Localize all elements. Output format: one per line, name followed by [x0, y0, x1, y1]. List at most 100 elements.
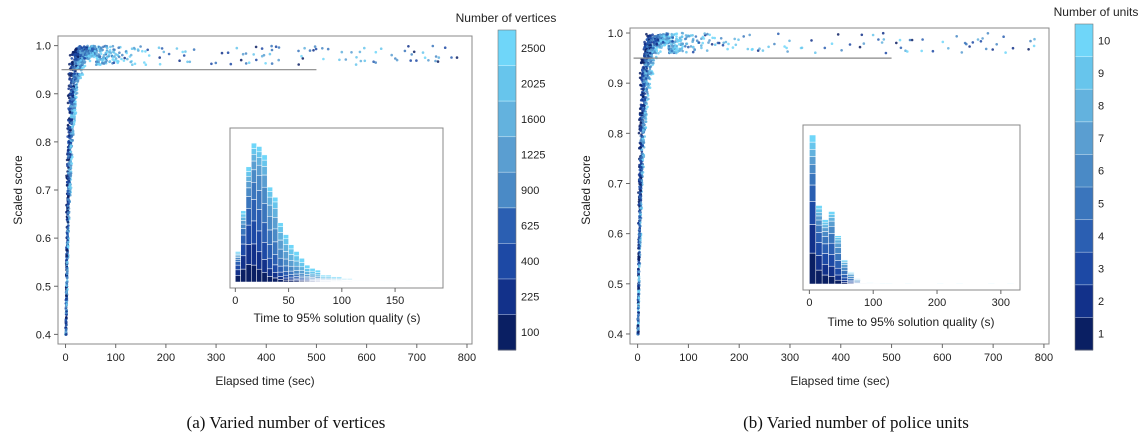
- histogram-bar-segment: [841, 264, 848, 268]
- scatter-point: [638, 117, 642, 120]
- scatter-point: [72, 112, 76, 116]
- colorbar-segment: [1075, 121, 1093, 155]
- scatter-point: [66, 276, 69, 279]
- scatter-point: [638, 194, 642, 197]
- histogram-bar-segment: [304, 271, 311, 275]
- scatter-point: [649, 71, 653, 75]
- scatter-point: [651, 61, 654, 65]
- scatter-point: [637, 270, 641, 274]
- scatter-point: [748, 33, 751, 37]
- x-tick-label: 400: [832, 352, 850, 364]
- scatter-point: [427, 59, 430, 62]
- scatter-point: [78, 45, 81, 48]
- scatter-point: [649, 48, 653, 51]
- scatter-point: [303, 46, 306, 50]
- scatter-point: [1032, 44, 1036, 48]
- scatter-point: [70, 162, 74, 165]
- scatter-point: [955, 35, 958, 38]
- scatter-point: [641, 107, 645, 111]
- scatter-point: [713, 43, 717, 46]
- scatter-point: [639, 238, 642, 242]
- histogram-bar-segment: [235, 257, 241, 260]
- scatter-point: [647, 77, 651, 80]
- histogram-bar-segment: [272, 241, 279, 255]
- scatter-point: [881, 31, 885, 35]
- panel-b-inset-xlabel: Time to 95% solution quality (s): [828, 315, 995, 329]
- scatter-point: [68, 183, 72, 186]
- x-tick-label: 600: [357, 352, 375, 364]
- scatter-point: [642, 66, 646, 70]
- scatter-point: [66, 226, 70, 230]
- scatter-point: [681, 45, 684, 48]
- histogram-bar-segment: [304, 274, 311, 277]
- panel-b-colorbar: Number of units 1 2 3 4 5 6 7 8 9 10: [1054, 5, 1138, 351]
- scatter-point: [649, 65, 652, 69]
- scatter-point: [644, 74, 648, 77]
- scatter-point: [65, 232, 69, 235]
- scatter-point: [722, 41, 725, 45]
- scatter-point: [69, 145, 73, 148]
- scatter-point: [125, 51, 128, 55]
- scatter-point: [719, 37, 723, 40]
- scatter-point: [691, 50, 695, 54]
- panel-b-caption: (b) Varied number of police units: [743, 413, 969, 432]
- scatter-point: [68, 101, 72, 104]
- scatter-point: [143, 61, 146, 64]
- scatter-point: [69, 105, 73, 108]
- scatter-point: [1033, 37, 1036, 41]
- x-tick-label: 700: [984, 352, 1002, 364]
- scatter-point: [162, 50, 166, 54]
- histogram-bar-segment: [298, 273, 305, 277]
- scatter-point: [184, 50, 187, 53]
- scatter-point: [667, 40, 670, 43]
- histogram-bar-segment: [251, 182, 257, 200]
- inset-x-tick-label: 200: [928, 297, 946, 309]
- histogram-bar-segment: [828, 217, 836, 222]
- scatter-point: [639, 162, 643, 165]
- scatter-point: [67, 176, 70, 179]
- panel-a: 0 100 200 300 400 500 600 700 800 0.40.50.60.70.…: [11, 11, 556, 432]
- histogram-bar-segment: [267, 204, 273, 217]
- histogram-bar-segment: [834, 279, 842, 285]
- scatter-point: [117, 55, 121, 59]
- scatter-point: [640, 167, 644, 171]
- scatter-point: [667, 35, 670, 38]
- panel-b-inset-bars: [809, 134, 1014, 285]
- histogram-bar-segment: [815, 242, 823, 256]
- scatter-point: [963, 41, 967, 45]
- scatter-point: [733, 37, 736, 41]
- scatter-point: [101, 58, 105, 62]
- scatter-point: [651, 36, 654, 39]
- scatter-point: [117, 46, 120, 49]
- scatter-point: [74, 84, 78, 88]
- scatter-point: [639, 221, 642, 224]
- scatter-point: [758, 47, 761, 50]
- scatter-point: [65, 183, 69, 187]
- scatter-point: [898, 38, 902, 42]
- scatter-point: [672, 50, 676, 54]
- histogram-bar-segment: [240, 268, 247, 283]
- scatter-point: [65, 266, 69, 270]
- histogram-bar-segment: [283, 238, 289, 245]
- scatter-point: [66, 245, 70, 248]
- panel-b-inset-xticks: 0 100 200 300: [806, 290, 1010, 309]
- scatter-point: [214, 61, 218, 65]
- scatter-point: [643, 45, 647, 49]
- scatter-point: [131, 63, 134, 66]
- histogram-bar-segment: [251, 169, 257, 183]
- scatter-point: [64, 330, 68, 334]
- histogram-bar-segment: [298, 258, 305, 263]
- x-tick-label: 600: [933, 352, 951, 364]
- histogram-bar-segment: [293, 273, 300, 277]
- scatter-point: [111, 44, 115, 48]
- scatter-point: [186, 60, 189, 64]
- scatter-point: [76, 49, 80, 53]
- scatter-point: [114, 57, 118, 60]
- scatter-point: [641, 95, 645, 99]
- scatter-point: [69, 66, 73, 69]
- colorbar-label: 1: [1098, 329, 1104, 341]
- scatter-point: [76, 55, 80, 59]
- histogram-bar-segment: [809, 173, 817, 186]
- histogram-bar-segment: [288, 276, 295, 280]
- histogram-bar-segment: [828, 211, 836, 215]
